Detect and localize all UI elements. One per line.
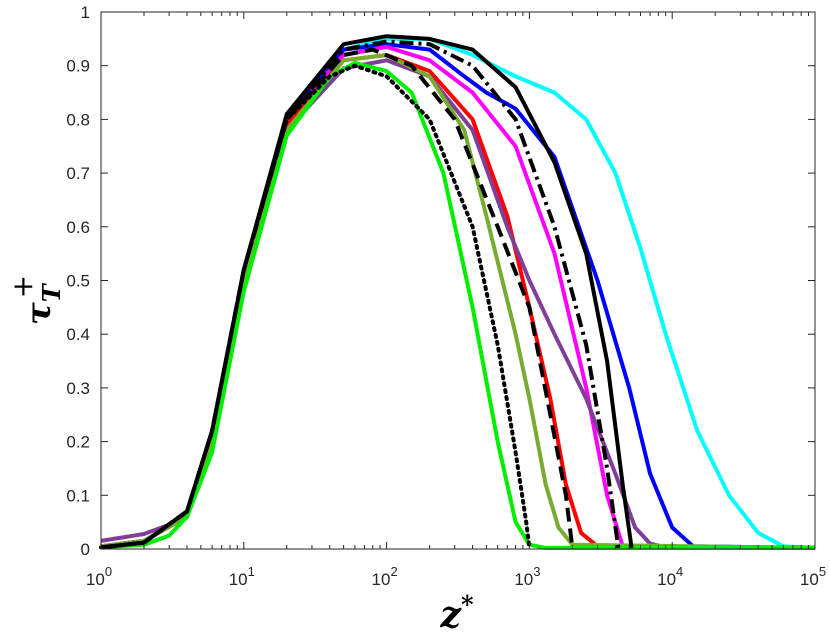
x-tick-label: 102 [372,564,398,589]
tick-layer: 0 0.1 0.2 0.3 0.4 0.5 0.6 0.7 0.8 0.9 1 100 101 102 10… [66,3,826,589]
y-tick-label: 0.1 [66,486,90,505]
y-tick-label: 0.3 [66,379,90,398]
y-tick-label: 0.8 [66,110,90,129]
y-axis-label: τT+ [6,275,66,325]
y-tick-label: 0.7 [66,164,90,183]
y-tick-label: 0.9 [66,57,90,76]
series-line-1 [100,36,816,550]
series-line-6 [100,53,816,550]
x-tick-label: 104 [657,564,683,589]
y-tick-label: 0.4 [66,325,90,344]
series-line-10 [100,47,575,550]
axes-box [100,11,816,550]
series-line-8 [100,34,634,550]
x-tick-label: 100 [86,564,112,589]
series-line-11 [99,63,532,550]
series-layer [99,34,816,550]
series-line-7 [100,61,815,550]
y-tick-label: 0.2 [66,433,90,452]
x-tick-label: 105 [800,564,826,589]
y-tick-label: 1 [81,3,90,22]
series-line-5 [100,58,816,550]
y-tick-label: 0.6 [66,218,90,237]
x-tick-label: 103 [514,564,540,589]
y-tick-label: 0 [81,540,90,559]
series-line-9 [100,39,621,550]
x-axis-label: z* [439,590,473,634]
x-tick-label: 101 [229,564,255,589]
y-tick-label: 0.5 [66,272,90,291]
